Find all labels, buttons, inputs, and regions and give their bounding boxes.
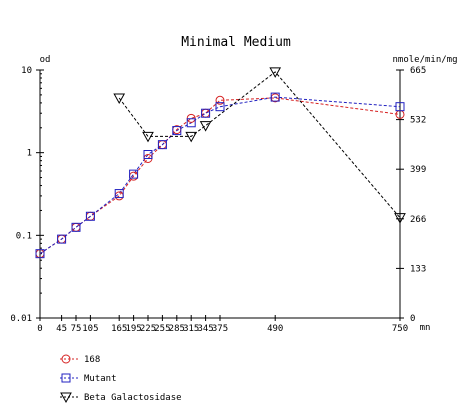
data-point-series-0 [201, 108, 211, 118]
left-axis-label: od [40, 55, 51, 65]
data-point-series-1 [186, 118, 196, 128]
data-point-series-2 [142, 131, 154, 143]
data-point-series-1 [85, 211, 95, 221]
right-axis-label: nmole/min/mg [392, 55, 457, 65]
x-tick-label: 195 [125, 324, 141, 334]
data-point-series-2 [185, 131, 198, 143]
x-unit-label: mn [420, 323, 431, 333]
data-point-series-2 [199, 121, 212, 132]
x-tick-label: 315 [183, 324, 199, 334]
chart-title: Minimal Medium [181, 35, 291, 50]
x-tick-label: 165 [111, 324, 127, 334]
y-left-tick-label: 1 [27, 149, 32, 159]
y-left-tick-label: 10 [21, 66, 32, 76]
data-point-series-1 [270, 92, 280, 102]
legend-marker-0 [61, 354, 71, 364]
x-tick-label: 285 [169, 324, 185, 334]
y-left-tick-label: 0.01 [10, 314, 32, 324]
data-point-series-1 [157, 140, 167, 150]
legend-label-1: Mutant [84, 374, 117, 384]
series-line-2 [118, 71, 401, 219]
data-point-series-2 [113, 93, 126, 104]
legend-marker-2 [60, 392, 72, 404]
data-point-series-1 [172, 126, 182, 136]
data-point-series-1 [201, 108, 211, 118]
y-right-tick-label: 399 [410, 165, 426, 175]
y-right-tick-label: 532 [410, 116, 426, 126]
axes: 0.01 0.1 1 10 0 133 266 399 532 665 0 45 75 105 165195… [10, 66, 426, 334]
y-right-tick-label: 0 [410, 314, 415, 324]
data-point-series-1 [35, 249, 45, 259]
data-point-series-1 [395, 102, 405, 112]
x-tick-label: 105 [82, 324, 98, 334]
data-point-series-0 [215, 95, 225, 105]
x-tick-label: 345 [197, 324, 213, 334]
x-tick-label: 750 [392, 324, 408, 334]
data-point-series-2 [269, 67, 282, 78]
y-right-tick-label: 665 [410, 66, 426, 76]
x-tick-label: 490 [267, 324, 283, 334]
data-point-series-1 [215, 102, 225, 112]
data-point-series-1 [129, 169, 139, 179]
x-tick-label: 375 [212, 324, 228, 334]
legend: 168 Mutant Beta Galactosidase [60, 354, 182, 404]
series-line-0 [39, 97, 401, 255]
x-tick-label: 0 [37, 324, 42, 334]
data-point-series-2 [394, 213, 406, 224]
legend-label-2: Beta Galactosidase [84, 393, 182, 403]
x-tick-label: 225 [140, 324, 156, 334]
y-right-tick-label: 266 [410, 215, 426, 225]
series-markers [35, 67, 406, 259]
data-point-series-1 [114, 189, 124, 199]
y-right-tick-label: 133 [410, 264, 426, 274]
x-tick-label: 75 [71, 324, 82, 334]
series-line-1 [39, 96, 401, 255]
data-point-series-0 [71, 222, 81, 232]
legend-label-0: 168 [84, 355, 100, 365]
legend-marker-1 [61, 373, 71, 383]
series-lines [39, 71, 401, 255]
x-tick-label: 45 [56, 324, 67, 334]
x-tick-label: 255 [154, 324, 170, 334]
data-point-series-1 [57, 234, 67, 244]
data-point-series-1 [143, 150, 153, 160]
data-point-series-1 [71, 222, 81, 232]
y-left-tick-label: 0.1 [16, 231, 32, 241]
